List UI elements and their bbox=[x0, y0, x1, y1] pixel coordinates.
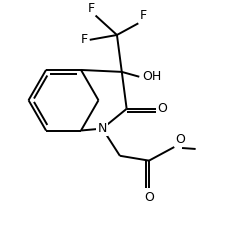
Text: N: N bbox=[97, 122, 106, 135]
Text: F: F bbox=[87, 1, 94, 15]
Text: OH: OH bbox=[142, 70, 161, 83]
Text: O: O bbox=[174, 133, 184, 146]
Text: O: O bbox=[143, 191, 153, 204]
Text: O: O bbox=[157, 102, 167, 115]
Text: F: F bbox=[80, 33, 87, 46]
Text: F: F bbox=[139, 9, 146, 22]
